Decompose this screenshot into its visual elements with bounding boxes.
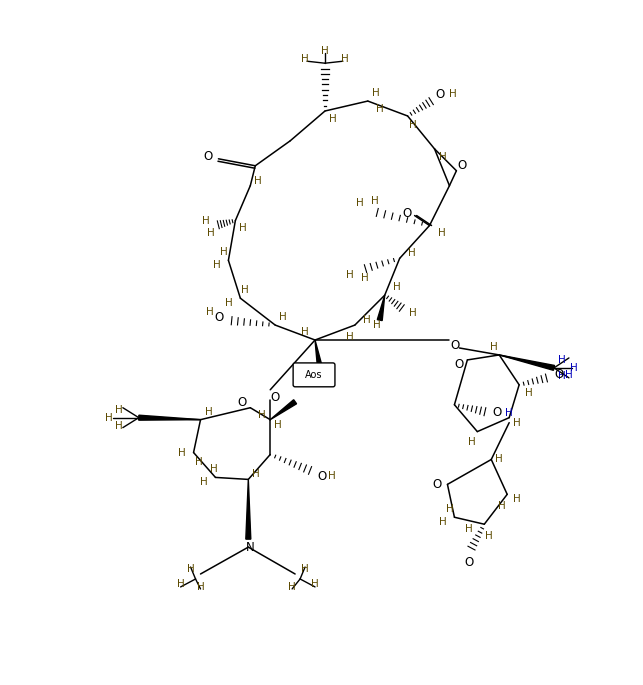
Polygon shape (499, 355, 554, 371)
Text: H: H (329, 114, 337, 124)
Text: H: H (570, 363, 578, 373)
Text: H: H (311, 579, 319, 589)
Text: O: O (204, 150, 213, 163)
Text: H: H (301, 327, 309, 337)
Text: O: O (402, 207, 412, 220)
Text: H: H (439, 152, 446, 162)
Text: H: H (376, 104, 384, 114)
Text: O: O (238, 396, 247, 409)
Text: H: H (409, 308, 417, 318)
Text: H: H (446, 504, 453, 514)
Text: H: H (513, 495, 521, 504)
Text: H: H (213, 260, 221, 271)
Text: H: H (513, 418, 521, 427)
Text: H: H (301, 54, 309, 64)
Text: O: O (318, 470, 327, 483)
Text: H: H (199, 477, 208, 488)
Text: H: H (373, 320, 381, 330)
Text: O: O (465, 556, 474, 569)
Text: H: H (558, 371, 566, 381)
Text: H: H (558, 355, 566, 365)
Text: H: H (439, 517, 446, 527)
Text: H: H (346, 332, 354, 342)
Text: O: O (455, 358, 464, 371)
Text: H: H (210, 464, 217, 475)
Polygon shape (246, 479, 251, 539)
Text: H: H (323, 365, 331, 375)
Text: H: H (275, 420, 282, 429)
Polygon shape (315, 340, 322, 369)
Text: H: H (408, 249, 415, 258)
Text: H: H (409, 120, 417, 130)
Text: H: H (224, 298, 232, 308)
Text: H: H (288, 582, 296, 592)
Text: H: H (371, 196, 379, 206)
Text: H: H (177, 579, 185, 589)
Text: H: H (361, 273, 368, 284)
Polygon shape (377, 295, 385, 321)
Text: H: H (565, 370, 573, 380)
Text: O: O (458, 160, 467, 172)
Text: H: H (485, 531, 493, 541)
Text: O: O (271, 391, 280, 404)
Text: H: H (466, 524, 473, 534)
Text: H: H (495, 454, 503, 464)
Text: H: H (258, 410, 266, 420)
Text: H: H (469, 436, 476, 447)
Polygon shape (139, 415, 201, 420)
Text: H: H (321, 47, 329, 56)
Text: N: N (246, 540, 255, 553)
Text: O: O (436, 88, 445, 101)
Text: H: H (197, 582, 204, 592)
Text: O: O (554, 369, 564, 382)
Text: H: H (341, 54, 349, 64)
Text: H: H (239, 223, 247, 234)
Text: O: O (433, 478, 442, 491)
Text: H: H (346, 271, 354, 280)
Text: O: O (493, 406, 502, 419)
Text: H: H (253, 469, 260, 479)
Text: H: H (363, 315, 370, 325)
Text: H: H (177, 447, 185, 458)
Text: H: H (242, 285, 249, 295)
FancyBboxPatch shape (293, 363, 335, 387)
Text: Aos: Aos (305, 370, 323, 380)
Text: H: H (195, 458, 203, 467)
Text: H: H (449, 89, 457, 99)
Text: H: H (105, 412, 113, 423)
Text: H: H (301, 564, 309, 574)
Text: H: H (206, 307, 213, 317)
Text: H: H (498, 501, 506, 511)
Text: O: O (215, 310, 224, 323)
Text: H: H (115, 421, 123, 431)
Text: H: H (505, 408, 513, 418)
Text: H: H (491, 342, 498, 352)
Text: H: H (186, 564, 194, 574)
Text: H: H (279, 312, 287, 322)
Text: H: H (115, 405, 123, 414)
Text: H: H (393, 282, 401, 292)
Text: O: O (451, 340, 460, 353)
Text: H: H (219, 247, 228, 258)
Text: H: H (255, 175, 262, 186)
Text: H: H (206, 229, 214, 238)
Text: H: H (328, 471, 336, 482)
Polygon shape (270, 400, 296, 420)
Text: H: H (372, 88, 379, 98)
Text: H: H (438, 229, 446, 238)
Text: H: H (525, 388, 533, 398)
Text: H: H (356, 197, 364, 208)
Text: H: H (202, 216, 210, 225)
Text: H: H (204, 407, 212, 416)
